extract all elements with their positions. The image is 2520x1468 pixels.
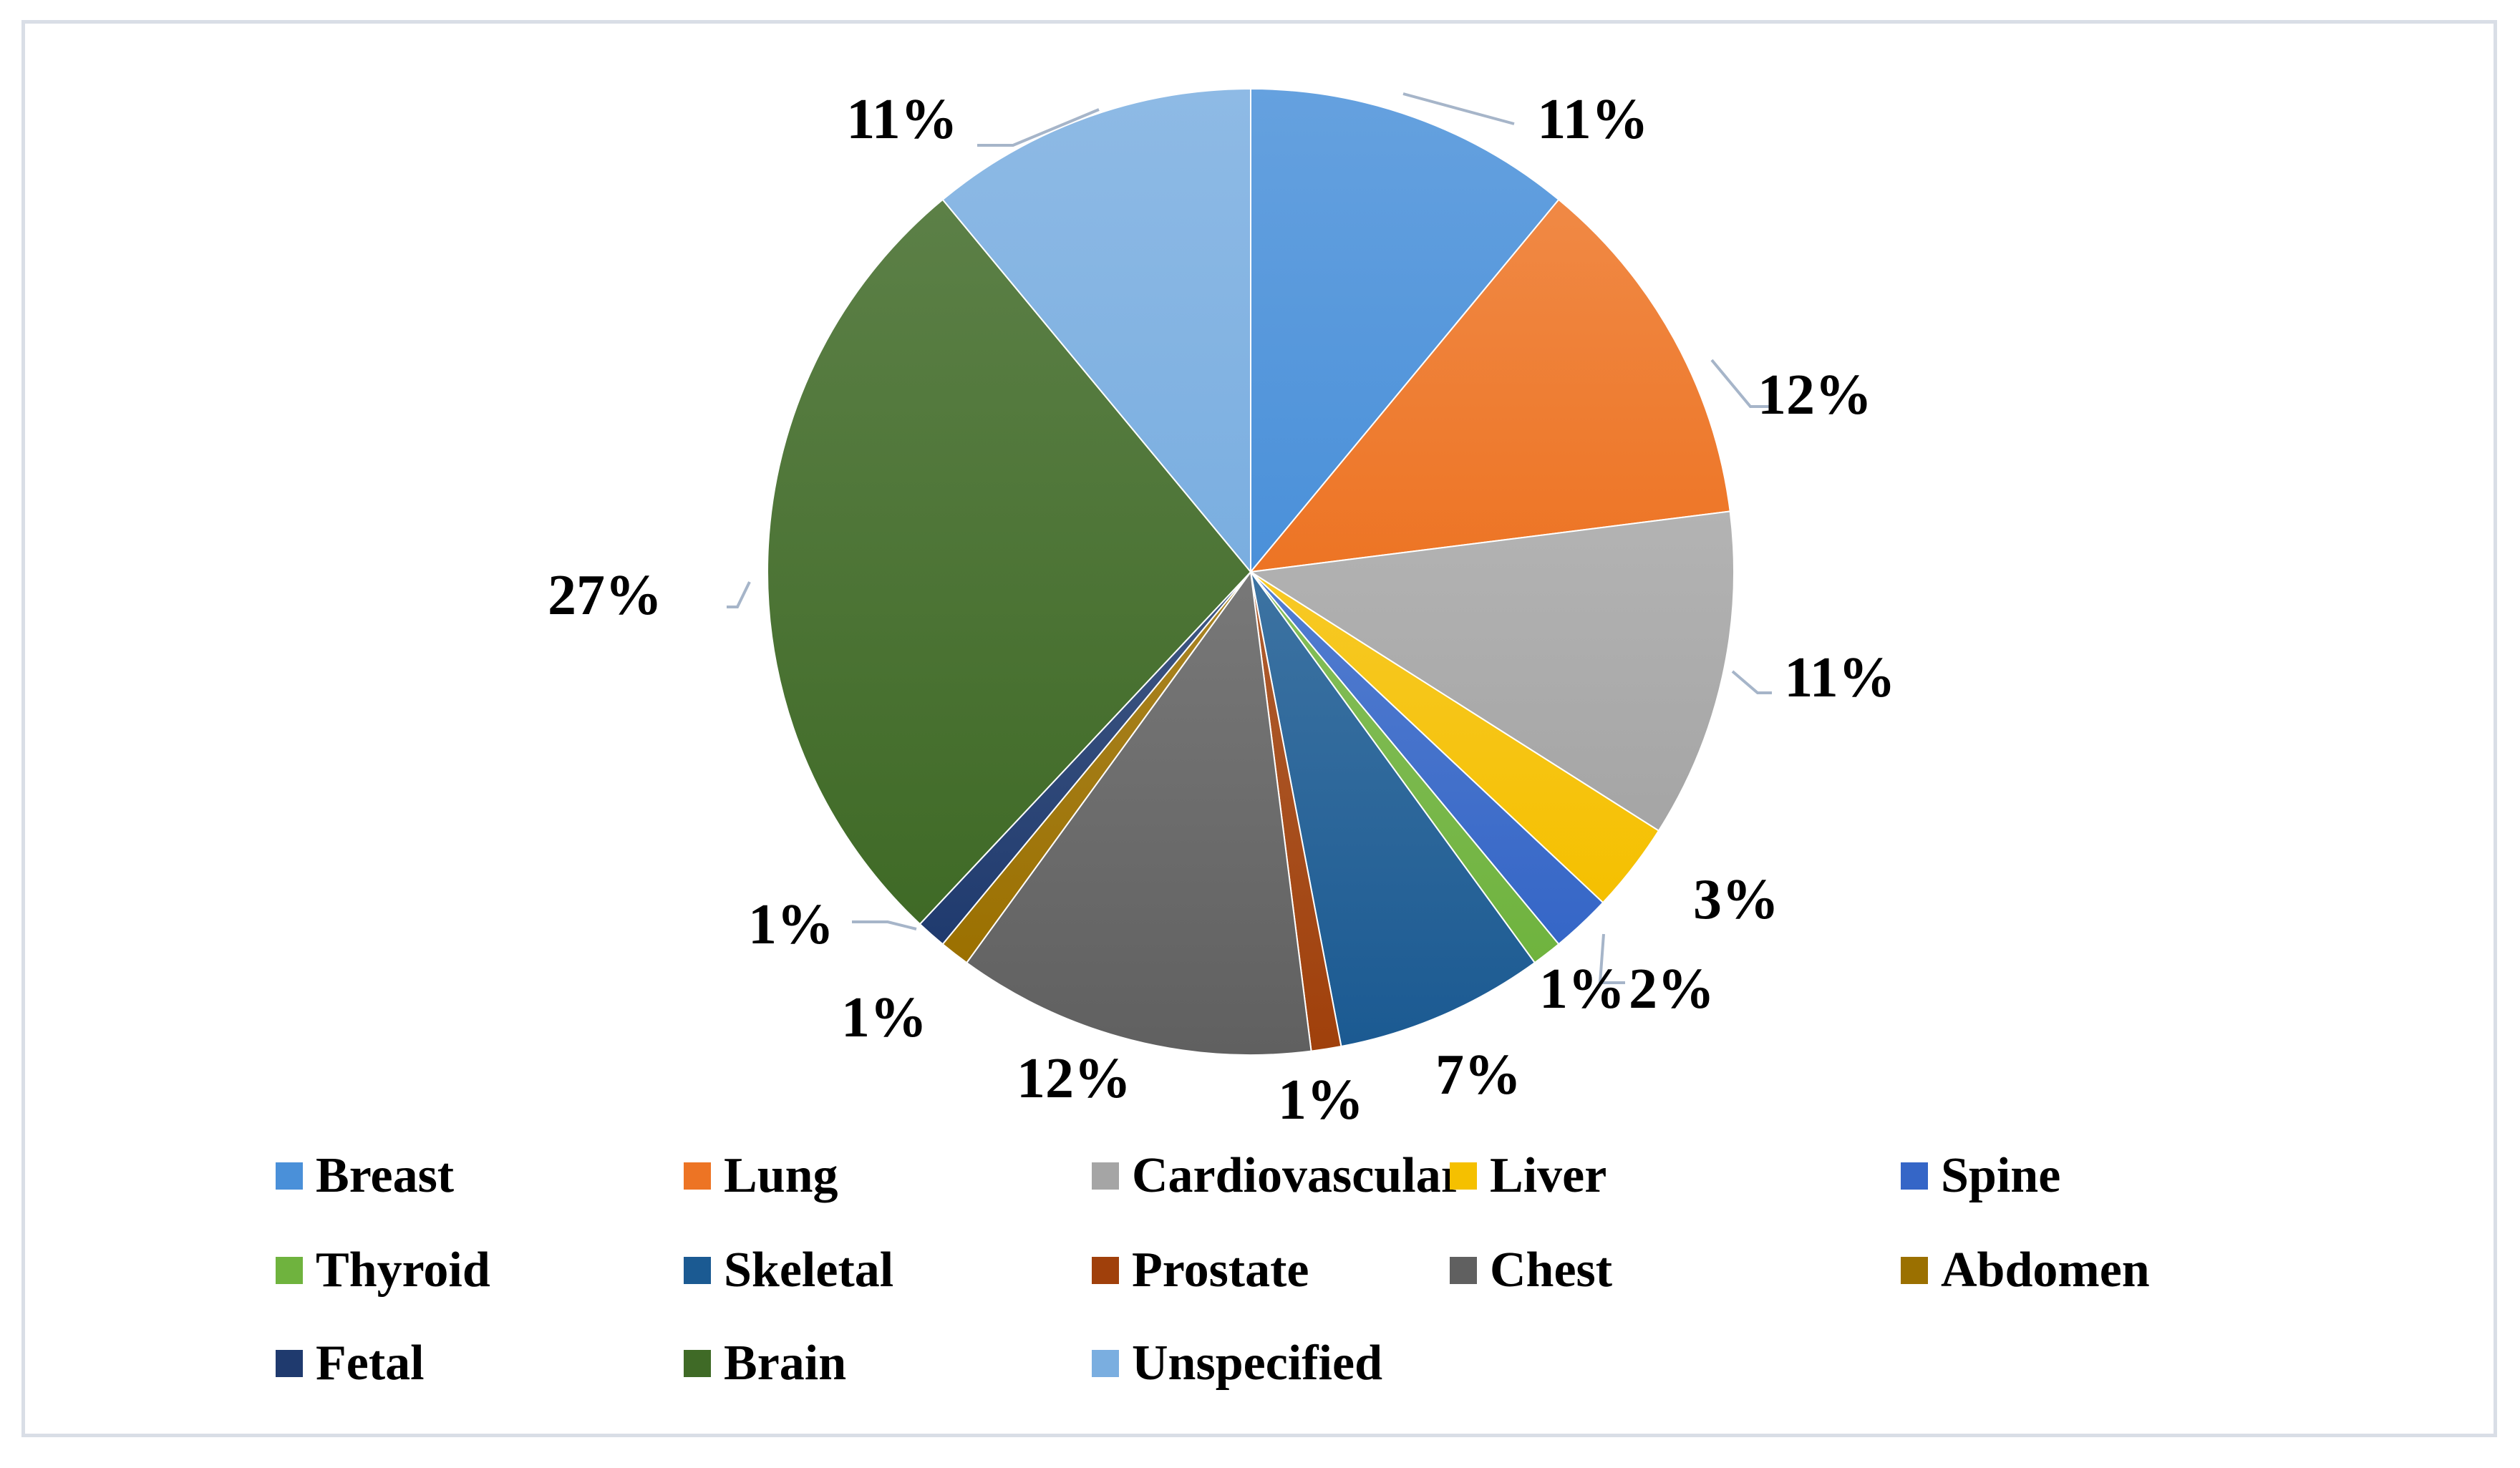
data-label-brain: 27% (548, 564, 662, 627)
leader-line-fetal (852, 920, 917, 930)
legend-label: Brain (724, 1336, 847, 1391)
legend-item-breast: Breast (276, 1147, 454, 1205)
leader-line-spine (1598, 933, 1625, 984)
data-label-breast: 11% (1537, 88, 1649, 151)
pie-slice-lung (1249, 198, 1731, 573)
legend-label: Spine (1941, 1148, 2061, 1203)
legend-swatch (684, 1350, 711, 1377)
legend-swatch (1092, 1257, 1119, 1284)
data-label-unspecified: 11% (846, 88, 958, 151)
chart-frame: 11% 12% 11% 3% 2% 1% 7% 1% 12% 1% 1% 27% 11% Breast L… (21, 20, 2497, 1437)
pie-slices (767, 87, 1735, 1056)
data-label-skeletal: 7% (1435, 1044, 1521, 1107)
leader-line-unspecified (977, 108, 1100, 147)
legend-label: Liver (1490, 1148, 1607, 1203)
data-label-prostate: 1% (1278, 1069, 1364, 1132)
legend-swatch (1450, 1257, 1477, 1284)
legend-swatch (276, 1162, 303, 1190)
legend-label: Thyroid (316, 1243, 490, 1298)
data-label-abdomen: 1% (841, 986, 927, 1049)
leader-line-breast (1402, 92, 1515, 125)
legend-item-abdomen: Abdomen (1901, 1242, 2150, 1299)
leader-line-lung (1710, 359, 1772, 408)
legend-swatch (1901, 1162, 1928, 1190)
data-labels: 11%12%11%3%2%1%7%1%12%1%1%27%11% (548, 88, 1896, 1132)
legend-item-brain: Brain (684, 1335, 846, 1392)
legend-label: Lung (724, 1148, 838, 1203)
legend-item-prostate: Prostate (1092, 1242, 1309, 1299)
legend-swatch (1450, 1162, 1477, 1190)
legend-label: Cardiovascular (1132, 1148, 1463, 1203)
leader-line-brain (727, 581, 751, 608)
legend-swatch (1901, 1257, 1928, 1284)
leader-line-cardiovascular (1731, 670, 1772, 694)
legend-item-liver: Liver (1450, 1147, 1606, 1205)
legend-label: Unspecified (1132, 1336, 1382, 1391)
legend-item-spine: Spine (1901, 1147, 2060, 1205)
legend-label: Abdomen (1941, 1243, 2150, 1298)
data-label-thyroid: 1% (1539, 958, 1625, 1021)
data-label-fetal: 1% (748, 893, 834, 956)
legend-item-skeletal: Skeletal (684, 1242, 893, 1299)
legend-item-thyroid: Thyroid (276, 1242, 490, 1299)
data-label-spine: 2% (1629, 958, 1715, 1021)
legend-swatch (684, 1162, 711, 1190)
pie-chart: 11%12%11%3%2%1%7%1%12%1%1%27%11% (548, 87, 1896, 1132)
legend-label: Breast (316, 1148, 455, 1203)
data-label-chest: 12% (1017, 1047, 1131, 1110)
leader-lines (727, 92, 1772, 984)
pie-slice-breast (1250, 87, 1560, 574)
legend-label: Chest (1490, 1243, 1613, 1298)
data-label-cardiovascular: 11% (1784, 646, 1896, 709)
legend-label: Skeletal (724, 1243, 894, 1298)
pie-slice-skeletal (1250, 571, 1536, 1048)
legend-item-cardiovascular: Cardiovascular (1092, 1147, 1463, 1205)
legend-item-lung: Lung (684, 1147, 838, 1205)
pie-slice-brain (767, 198, 1252, 925)
legend-swatch (684, 1257, 711, 1284)
legend-item-chest: Chest (1450, 1242, 1612, 1299)
legend-swatch (1092, 1350, 1119, 1377)
pie-slice-cardiovascular (1249, 510, 1735, 832)
legend-item-fetal: Fetal (276, 1335, 425, 1392)
data-label-liver: 3% (1693, 868, 1779, 931)
legend-swatch (276, 1257, 303, 1284)
legend-swatch (1092, 1162, 1119, 1190)
legend-swatch (276, 1350, 303, 1377)
legend-label: Fetal (316, 1336, 425, 1391)
legend-item-unspecified: Unspecified (1092, 1335, 1382, 1392)
pie-slice-chest (965, 570, 1312, 1056)
data-label-lung: 12% (1758, 364, 1872, 427)
legend-label: Prostate (1132, 1243, 1309, 1298)
pie-slice-unspecified (941, 87, 1251, 574)
